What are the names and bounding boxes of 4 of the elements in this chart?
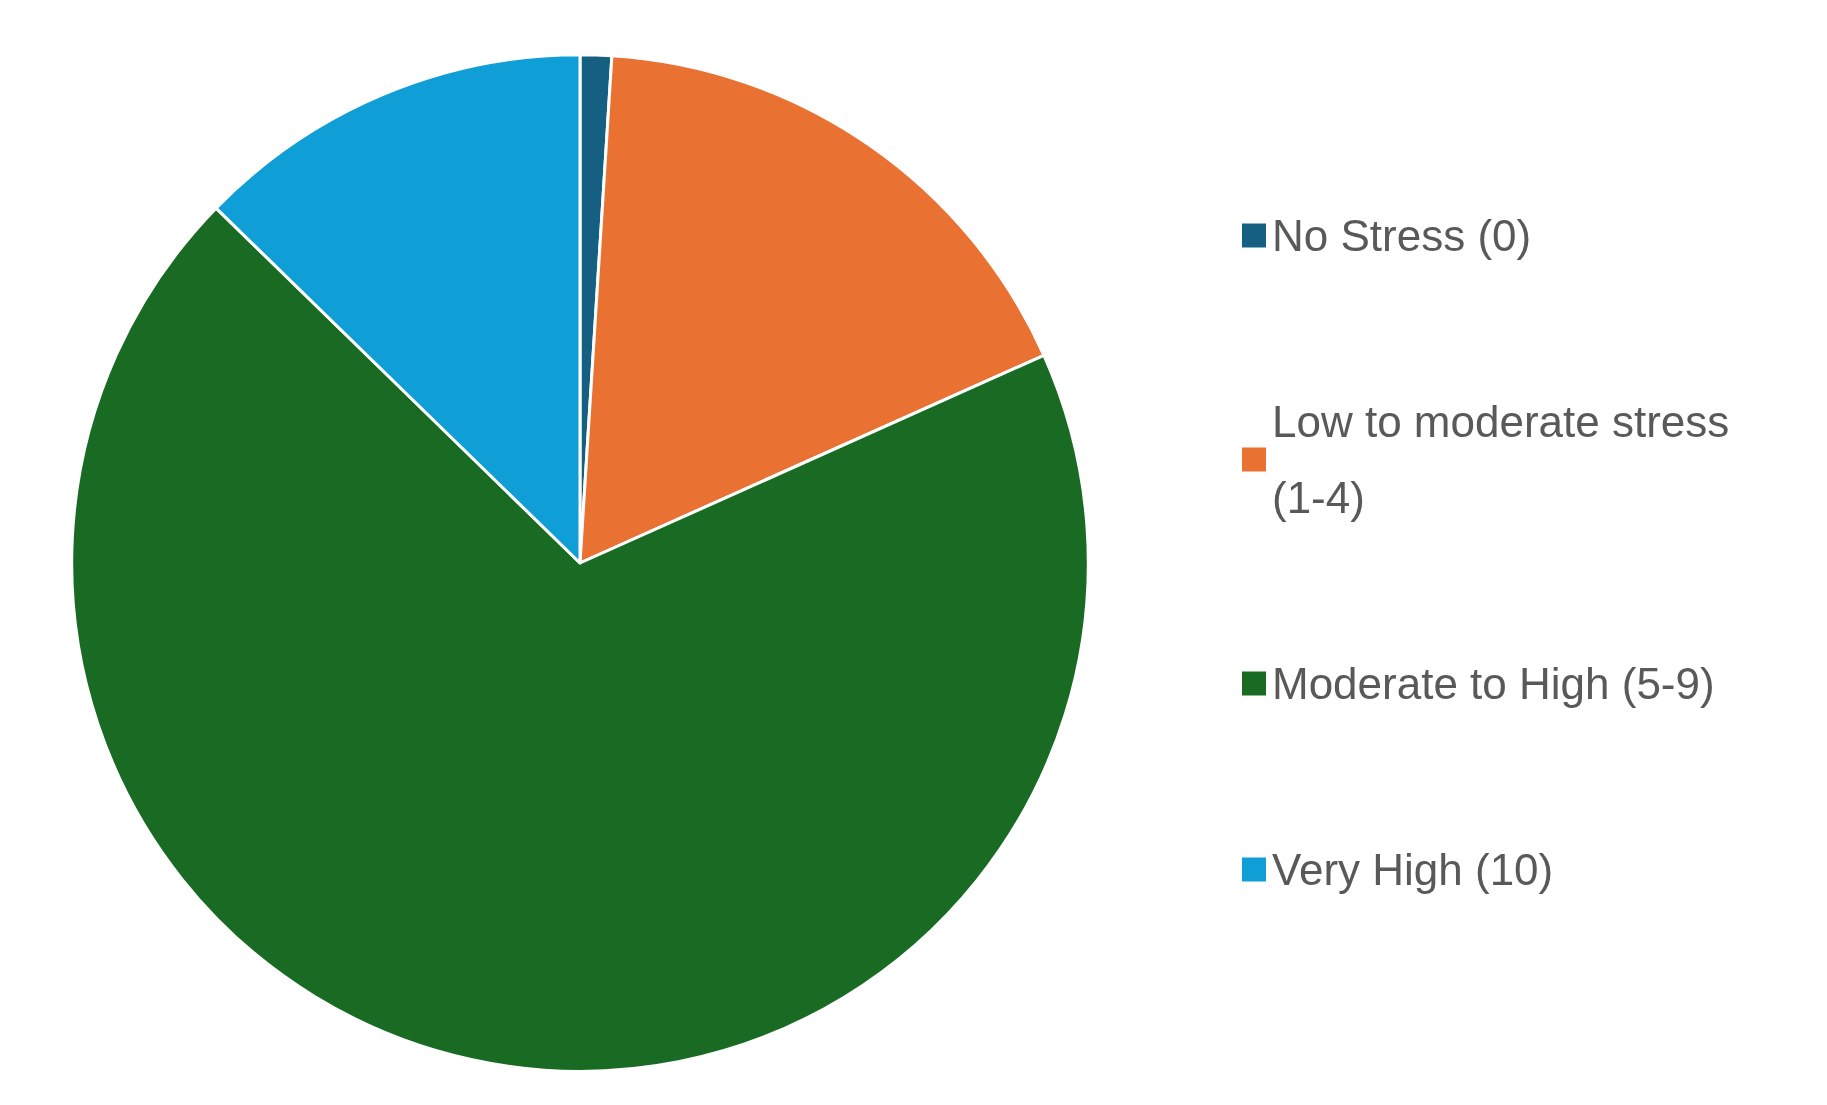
legend-label: Very High (10): [1272, 845, 1554, 894]
legend-label: Moderate to High (5-9): [1272, 659, 1715, 708]
legend-label: Low to moderate stress (1-4): [1272, 397, 1742, 522]
legend-label: No Stress (0): [1272, 211, 1532, 260]
